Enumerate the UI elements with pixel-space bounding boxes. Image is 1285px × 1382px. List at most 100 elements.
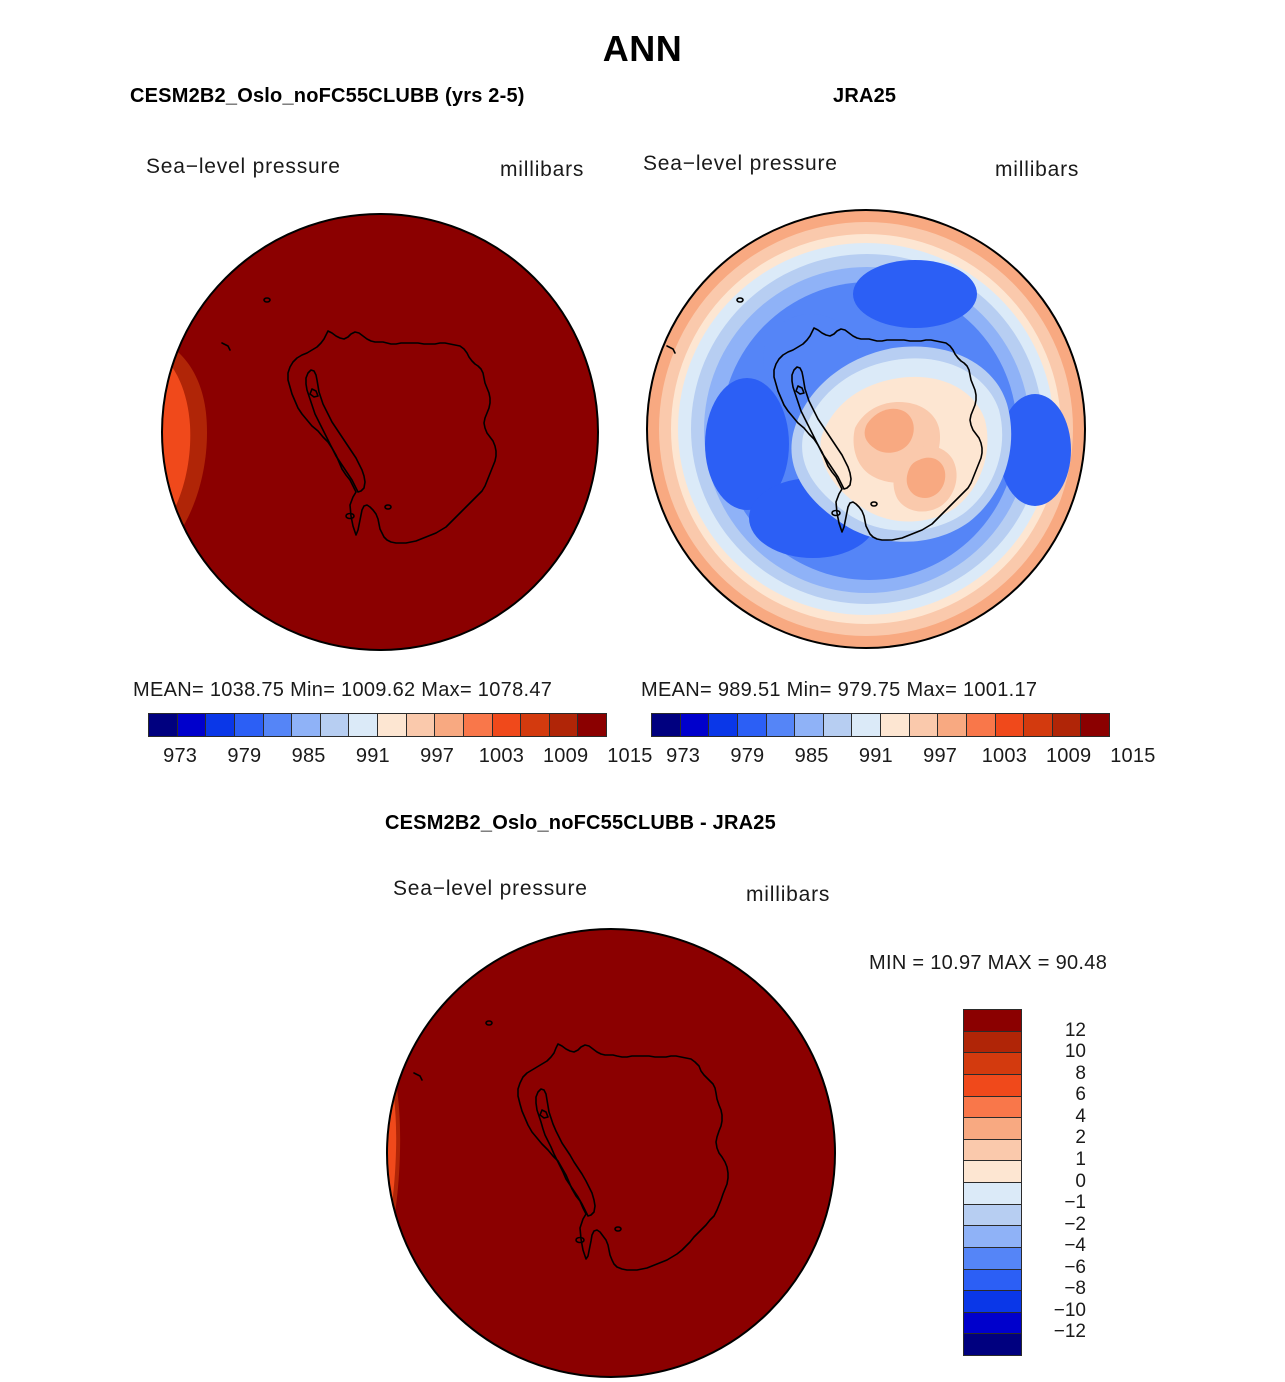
colorbar-swatch: [964, 1247, 1021, 1270]
colorbar-tick-label: 985: [794, 745, 829, 767]
colorbar-swatch: [709, 714, 738, 736]
colorbar-tick-label: 1015: [1110, 745, 1156, 767]
colorbar-swatch: [292, 714, 321, 736]
colorbar-tick-label: 1009: [1045, 745, 1092, 767]
colorbar-tick-label: −10: [1053, 1299, 1086, 1321]
colorbar-swatch: [766, 714, 796, 736]
colorbar-tick-label: 979: [730, 745, 765, 767]
colorbar-swatch: [938, 714, 967, 736]
colorbar-top-right: [651, 713, 1110, 737]
colorbar-swatch: [406, 714, 436, 736]
colorbar-tick-label: −4: [1064, 1235, 1086, 1257]
colorbar-swatch: [378, 714, 407, 736]
colorbar-swatch: [852, 714, 881, 736]
colorbar-bottom-difference: [963, 1009, 1022, 1356]
colorbar-tick-label: 979: [227, 745, 262, 767]
stats-top-right: MEAN= 989.51 Min= 979.75 Max= 1001.17: [641, 679, 1038, 701]
figure-main-title: ANN: [602, 28, 683, 69]
panel-variable-label-top-left: Sea−level pressure: [146, 155, 341, 178]
colorbar-swatch: [964, 1096, 1021, 1119]
colorbar-swatch: [964, 1226, 1021, 1248]
colorbar-swatch: [206, 714, 235, 736]
polar-map-top-left: [160, 203, 600, 661]
colorbar-swatch: [966, 714, 996, 736]
colorbar-swatch: [1052, 714, 1082, 736]
colorbar-swatch: [680, 714, 710, 736]
colorbar-swatch: [263, 714, 293, 736]
colorbar-swatch: [964, 1010, 1021, 1032]
polar-map-bottom-difference: [383, 925, 843, 1382]
panel-variable-label-top-right: Sea−level pressure: [643, 152, 838, 175]
colorbar-swatch: [1024, 714, 1053, 736]
colorbar-swatch: [737, 714, 767, 736]
colorbar-swatch: [234, 714, 264, 736]
colorbar-tick-label: 1: [1075, 1149, 1086, 1170]
colorbar-swatch: [1081, 714, 1109, 736]
colorbar-tick-label: 1003: [478, 745, 525, 767]
colorbar-ticks-top-right: 973 979 985 991 997 1003 1009 1015: [651, 745, 1165, 768]
colorbar-swatch: [964, 1269, 1021, 1292]
colorbar-tick-label: 1009: [542, 745, 589, 767]
colorbar-swatch: [349, 714, 378, 736]
colorbar-swatch: [964, 1074, 1021, 1097]
colorbar-swatch: [909, 714, 939, 736]
colorbar-swatch: [795, 714, 824, 736]
colorbar-tick-label: −12: [1053, 1321, 1086, 1343]
colorbar-tick-label: 10: [1064, 1041, 1086, 1063]
panel-title-bottom: CESM2B2_Oslo_noFC55CLUBB - JRA25: [385, 812, 776, 834]
panel-units-label-top-right: millibars: [995, 158, 1080, 181]
colorbar-swatch: [578, 714, 606, 736]
colorbar-tick-label: 8: [1075, 1062, 1086, 1084]
colorbar-swatch: [964, 1334, 1021, 1355]
colorbar-tick-label: −8: [1064, 1278, 1086, 1300]
colorbar-swatch: [995, 714, 1025, 736]
colorbar-tick-label: −1: [1064, 1192, 1086, 1214]
colorbar-tick-label: 973: [666, 745, 701, 767]
colorbar-tick-label: 997: [420, 745, 455, 767]
colorbar-tick-label: 973: [163, 745, 198, 767]
colorbar-tick-label: 1003: [981, 745, 1028, 767]
colorbar-ticks-top-left: 973 979 985 991 997 1003 1009 1015: [148, 745, 662, 768]
colorbar-swatch: [964, 1118, 1021, 1140]
colorbar-swatch: [964, 1291, 1021, 1313]
colorbar-swatch: [320, 714, 350, 736]
colorbar-tick-label: −2: [1064, 1213, 1086, 1235]
colorbar-tick-label: 0: [1075, 1170, 1086, 1192]
colorbar-swatch: [964, 1139, 1021, 1162]
panel-units-label-top-left: millibars: [500, 158, 585, 181]
colorbar-swatch: [463, 714, 493, 736]
colorbar-tick-label: −6: [1064, 1256, 1086, 1278]
stats-bottom: MIN = 10.97 MAX = 90.48: [869, 952, 1108, 974]
colorbar-tick-label: 4: [1075, 1105, 1086, 1127]
colorbar-swatch: [549, 714, 579, 736]
colorbar-swatch: [435, 714, 464, 736]
colorbar-top-left: [148, 713, 607, 737]
panel-variable-label-bottom: Sea−level pressure: [393, 877, 588, 900]
colorbar-swatch: [964, 1183, 1021, 1205]
panel-title-top-right: JRA25: [833, 85, 897, 107]
colorbar-swatch: [823, 714, 853, 736]
colorbar-tick-label: 6: [1075, 1084, 1086, 1106]
panel-units-label-bottom: millibars: [746, 883, 831, 906]
colorbar-swatch: [964, 1312, 1021, 1335]
colorbar-tick-label: 1015: [607, 745, 653, 767]
colorbar-tick-label: 985: [291, 745, 326, 767]
colorbar-swatch: [521, 714, 550, 736]
colorbar-swatch: [964, 1031, 1021, 1054]
colorbar-swatch: [149, 714, 178, 736]
colorbar-swatch: [492, 714, 522, 736]
panel-title-top-left: CESM2B2_Oslo_noFC55CLUBB (yrs 2-5): [130, 85, 525, 107]
colorbar-ticks-bottom-difference: 12 10 8 6 4 2 1 0 −1 −2 −4 −6 −8 −10 −12: [1028, 1009, 1086, 1354]
colorbar-swatch: [964, 1204, 1021, 1227]
polar-map-top-right: [643, 198, 1093, 656]
colorbar-tick-label: 997: [923, 745, 958, 767]
colorbar-swatch: [177, 714, 207, 736]
stats-top-left: MEAN= 1038.75 Min= 1009.62 Max= 1078.47: [133, 679, 553, 701]
colorbar-swatch: [964, 1053, 1021, 1075]
colorbar-tick-label: 991: [858, 745, 893, 767]
colorbar-tick-label: 2: [1075, 1127, 1086, 1149]
colorbar-swatch: [652, 714, 681, 736]
colorbar-swatch: [881, 714, 910, 736]
colorbar-swatch: [964, 1161, 1021, 1183]
colorbar-tick-label: 991: [355, 745, 390, 767]
